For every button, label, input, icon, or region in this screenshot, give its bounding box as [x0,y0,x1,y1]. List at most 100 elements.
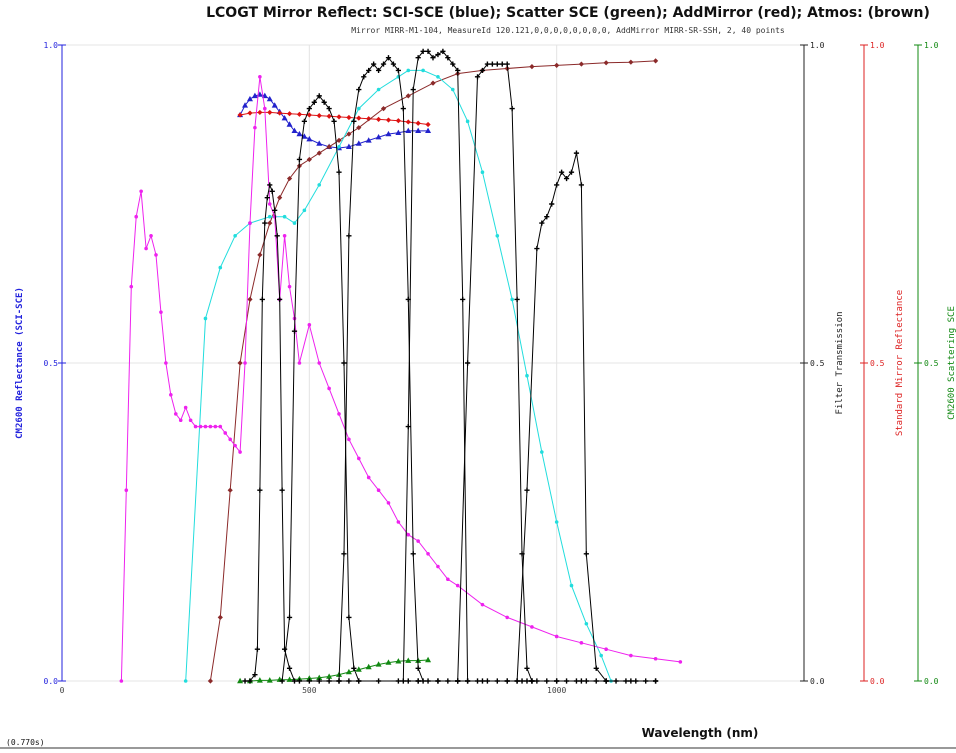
filter-axis-label: Filter Transmission [835,312,845,415]
x-tick-label: 500 [302,686,317,695]
data-point [421,68,425,73]
data-point [326,144,332,150]
data-point [445,55,451,61]
data-point [450,87,455,92]
data-point [583,551,589,557]
series-1 [237,109,431,128]
data-point [385,117,392,123]
data-point [336,678,342,684]
data-point [395,129,402,135]
data-point [347,437,351,442]
series-2 [237,656,432,684]
data-point [233,443,237,448]
data-point [455,583,460,588]
y-tick-label-left: 0.0 [44,677,59,686]
data-point [494,61,500,67]
data-point [524,487,530,493]
data-point [203,424,208,429]
data-point [415,120,421,126]
data-point [366,116,372,122]
data-point [554,182,560,188]
data-point [425,127,432,134]
data-point [406,68,411,73]
data-point [380,61,387,67]
series-line [120,76,681,682]
data-point [376,87,381,92]
data-point [578,678,584,684]
data-point [400,678,406,684]
data-point [242,678,248,684]
data-point [267,214,272,219]
data-point [286,111,293,117]
data-point [509,106,515,112]
data-point [337,412,341,416]
data-point [336,114,342,120]
left-axis-label: CM2600 Reflectance (SCI-SCE) [15,287,25,439]
data-point [252,672,258,678]
data-point [291,678,298,684]
data-point [173,412,178,416]
data-point [455,678,461,684]
data-point [306,112,312,118]
data-point [257,109,263,116]
series-line [338,56,424,682]
data-point [504,678,510,684]
y-tick-label-standard: 0.5 [870,359,885,368]
data-point [579,641,584,645]
data-point [267,109,273,116]
data-point [628,59,634,65]
series-line [516,152,656,682]
data-point [228,437,232,442]
data-point [282,214,287,219]
data-point [628,678,634,684]
data-point [415,55,421,61]
data-point [207,678,213,684]
data-point [286,614,293,620]
data-point [599,653,603,658]
data-point [375,134,382,140]
data-point [246,95,253,102]
data-point [405,127,412,134]
data-point [316,93,322,99]
axis-ticks: 0 500 1000 0.0 0.5 1.0 0.0 0.5 1.0 0.0 0.5 1.0 0.0 0.… [44,41,939,695]
data-point [455,67,461,74]
data-point [248,221,252,225]
data-point [345,668,352,675]
data-point [406,532,411,537]
data-point [540,450,544,454]
data-point [258,75,262,79]
data-point [355,666,362,672]
data-point [296,156,303,163]
data-point [282,646,288,652]
data-point [356,125,362,131]
data-point [554,62,560,68]
data-point [529,678,535,684]
data-point [435,678,441,684]
x-axis-label: Wavelength (nm) [642,726,759,740]
data-point [678,660,683,664]
data-point [198,424,203,429]
data-point [292,221,297,225]
data-point [524,665,530,671]
data-point [405,424,411,430]
y-tick-label-left: 1.0 [44,41,59,50]
data-point [306,675,313,681]
data-point [237,677,244,684]
data-point [286,676,293,682]
data-point [341,360,347,366]
data-point [395,67,401,74]
data-point [396,520,401,524]
data-point [593,665,599,671]
data-point [366,475,371,480]
data-point [302,208,307,213]
data-point [405,93,411,99]
data-point [504,61,510,67]
data-point [460,296,466,302]
series-5 [119,75,683,683]
y-tick-label-scatter: 0.0 [924,677,939,686]
data-point [341,551,347,557]
data-point [119,679,124,683]
data-point [578,182,584,188]
series-11 [514,150,659,684]
